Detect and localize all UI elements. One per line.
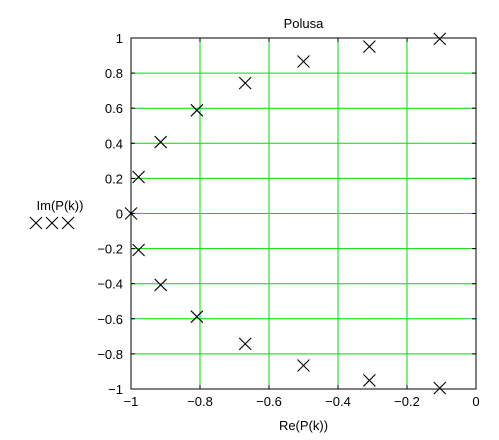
data-point-0-0 (433, 32, 447, 46)
y-tick-label-7: −0.4 (97, 277, 123, 292)
legend-marker-stroke-b (29, 216, 43, 230)
data-point-0-11 (238, 337, 252, 351)
y-tick-label-8: −0.6 (97, 312, 123, 327)
x-tick-label-1: −0.8 (187, 394, 213, 409)
data-point-0-12 (297, 359, 310, 372)
data-point-0-10 (190, 310, 204, 324)
data-point-stroke-b (238, 337, 252, 351)
data-point-stroke-b (363, 374, 376, 387)
y-ticks: 1 0.8 0.6 0.4 0.2 0 −0.2 −0.4 −0.6 −0.8 −1 (97, 31, 476, 397)
y-tick-label-4: 0.2 (105, 171, 123, 186)
x-tick-label-0: −1 (124, 394, 139, 409)
x-tick-label-3: −0.4 (325, 394, 351, 409)
data-point-0-6 (132, 170, 145, 184)
data-markers (124, 32, 447, 395)
data-point-stroke-b (433, 381, 447, 395)
x-tick-label-4: −0.2 (394, 394, 420, 409)
x-tick-label-2: −0.6 (256, 394, 282, 409)
chart-title: Polusa (284, 16, 325, 31)
data-point-0-8 (132, 243, 145, 257)
legend-marker-sample (29, 216, 75, 230)
x-axis-title: Re(P(k)) (279, 418, 328, 433)
data-point-0-4 (190, 103, 204, 117)
data-point-0-9 (154, 278, 168, 292)
y-tick-label-2: 0.6 (105, 101, 123, 116)
y-tick-label-10: −1 (108, 382, 123, 397)
y-tick-label-5: 0 (116, 207, 123, 222)
x-tick-label-5: 0 (472, 394, 479, 409)
data-point-0-13 (363, 374, 376, 387)
legend-marker-x-0 (29, 216, 43, 230)
data-point-stroke-b (190, 310, 204, 324)
data-point-stroke-b (124, 207, 138, 220)
data-point-0-5 (154, 135, 168, 149)
data-point-stroke-b (132, 170, 145, 184)
legend-marker-x-1 (45, 216, 59, 230)
legend-marker-x-2 (61, 216, 75, 230)
data-point-stroke-b (132, 243, 145, 257)
data-point-stroke-b (190, 103, 204, 117)
data-point-0-1 (363, 40, 376, 53)
y-tick-label-3: 0.4 (105, 136, 123, 151)
data-point-stroke-b (363, 40, 376, 53)
data-point-0-7 (124, 207, 138, 220)
data-point-0-2 (297, 55, 310, 68)
data-point-0-14 (433, 381, 447, 395)
data-point-stroke-b (238, 76, 252, 90)
data-point-stroke-b (154, 135, 168, 149)
y-tick-label-0: 1 (116, 31, 123, 46)
y-axis-title: Im(P(k)) (37, 198, 84, 213)
data-point-stroke-b (433, 32, 447, 46)
y-tick-label-1: 0.8 (105, 66, 123, 81)
y-tick-label-9: −0.8 (97, 347, 123, 362)
data-point-stroke-b (297, 359, 310, 372)
y-tick-label-6: −0.2 (97, 242, 123, 257)
x-ticks: −1 −0.8 −0.6 −0.4 −0.2 0 (124, 38, 480, 409)
legend-marker-stroke-b (61, 216, 75, 230)
data-point-stroke-b (154, 278, 168, 292)
data-point-stroke-b (297, 55, 310, 68)
legend-marker-stroke-b (45, 216, 59, 230)
data-point-0-3 (238, 76, 252, 90)
